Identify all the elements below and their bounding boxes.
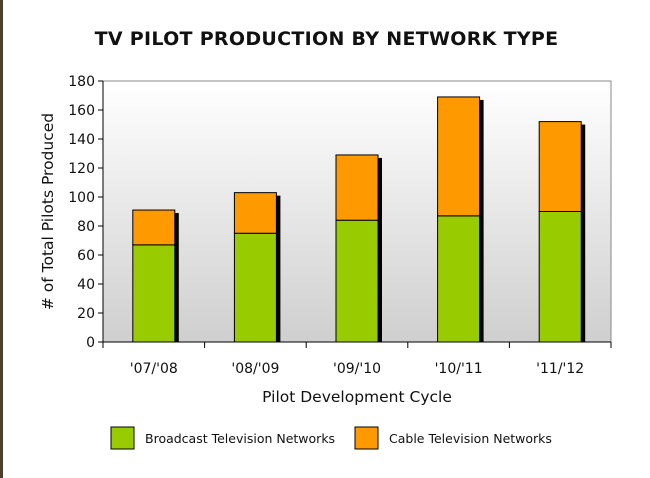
chart-svg: 0 20 40 60 80 100 120 140 160 180 '07/'08 '08/'09 '0…: [39, 74, 612, 450]
bar-broadcast: [233, 232, 277, 343]
chart-frame: TV PILOT PRODUCTION BY NETWORK TYPE 0 20 4…: [3, 0, 650, 478]
y-tick-label: 20: [77, 306, 95, 322]
x-tick-label: '09/'10: [333, 361, 381, 377]
chart-title: TV PILOT PRODUCTION BY NETWORK TYPE: [94, 28, 559, 50]
y-tick-label: 180: [68, 74, 95, 90]
bar-cable: [437, 96, 481, 217]
x-tick-label: '08/'09: [231, 361, 279, 377]
bar-cable: [335, 154, 379, 221]
bar-broadcast: [437, 215, 481, 343]
bar-cable: [538, 121, 582, 212]
y-tick-label: 0: [86, 335, 95, 351]
legend-label-cable: Cable Television Networks: [389, 431, 552, 446]
x-tick-label: '11/'12: [536, 361, 584, 377]
x-tick-label: '07/'08: [130, 361, 178, 377]
bar-cable: [233, 192, 277, 234]
x-tick-label: '10/'11: [435, 361, 483, 377]
y-tick-label: 100: [68, 190, 95, 206]
bar-broadcast: [132, 244, 176, 343]
bar-broadcast: [335, 219, 379, 343]
bar-broadcast: [538, 211, 582, 343]
y-tick-label: 160: [68, 103, 95, 119]
y-tick-label: 140: [68, 132, 95, 148]
bar-cable: [132, 209, 176, 246]
y-tick-label: 60: [77, 248, 95, 264]
y-tick-label: 120: [68, 161, 95, 177]
y-tick-label: 80: [77, 219, 95, 235]
x-axis-label: Pilot Development Cycle: [262, 388, 452, 406]
legend-swatch-cable: [354, 426, 379, 450]
legend-swatch-broadcast: [110, 426, 135, 450]
y-axis-label: # of Total Pilots Produced: [39, 113, 57, 310]
y-tick-label: 40: [77, 277, 95, 293]
legend-label-broadcast: Broadcast Television Networks: [145, 431, 335, 446]
